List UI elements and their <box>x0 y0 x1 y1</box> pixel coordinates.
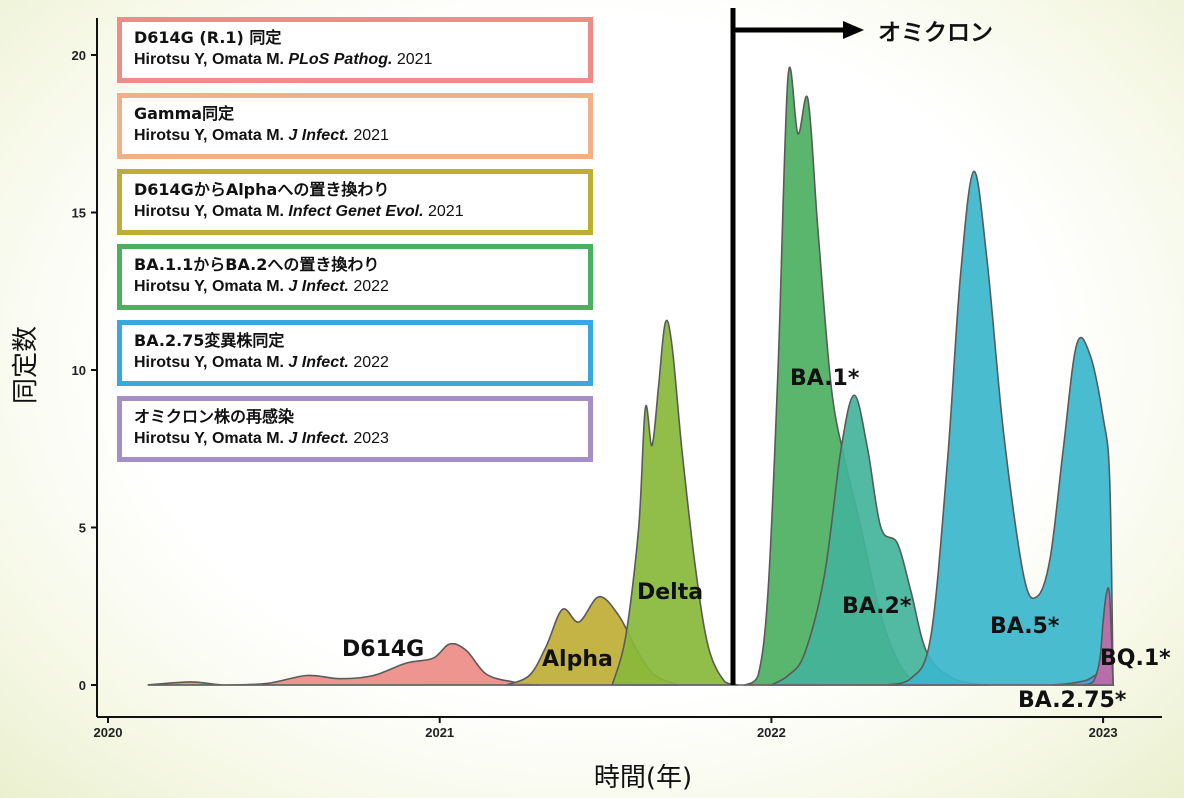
reference-journal: PLoS Pathog. <box>288 51 397 68</box>
x-tick-label: 2021 <box>425 725 454 740</box>
series-label-alpha: Alpha <box>542 647 613 672</box>
reference-citation: Hirotsu Y, Omata M. J Infect. 2021 <box>134 125 588 147</box>
y-tick-label: 10 <box>72 363 86 378</box>
reference-title: BA.2.75変異株同定 <box>134 331 285 350</box>
y-ticks: 0 5 10 15 20 <box>72 48 97 693</box>
area-layer <box>147 66 1115 686</box>
y-tick-label: 20 <box>72 48 86 63</box>
y-tick-label: 5 <box>79 521 86 536</box>
area-ba-5 <box>887 170 1114 686</box>
area-delta <box>611 319 739 686</box>
reference-authors: Hirotsu Y, Omata M. <box>134 51 289 68</box>
reference-journal: J Infect. <box>288 278 354 295</box>
x-ticks: 2020 2021 2022 2023 <box>94 717 1118 740</box>
reference-year: 2021 <box>353 127 389 144</box>
omicron-label: オミクロン <box>878 20 993 46</box>
reference-box: BA.2.75変異株同定 Hirotsu Y, Omata M. J Infect… <box>117 320 593 386</box>
x-tick-label: 2020 <box>94 725 123 740</box>
reference-citation: Hirotsu Y, Omata M. J Infect. 2022 <box>134 352 588 374</box>
area-bq-1 <box>1082 587 1114 686</box>
x-tick-label: 2022 <box>757 725 786 740</box>
reference-year: 2021 <box>396 51 433 68</box>
series-label-bq-1: BQ.1* <box>1100 646 1171 671</box>
reference-box: D614G (R.1) 同定 Hirotsu Y, Omata M. PLoS P… <box>117 17 593 83</box>
reference-citation: Hirotsu Y, Omata M. J Infect. 2023 <box>134 428 588 450</box>
reference-year: 2022 <box>353 278 389 295</box>
reference-journal: Infect Genet Evol. <box>288 203 428 220</box>
axes-layer <box>96 18 1162 718</box>
y-tick-label: 0 <box>79 678 86 693</box>
series-label-delta: Delta <box>637 580 703 605</box>
omicron-marker: オミクロン <box>730 8 993 685</box>
omicron-arrow-head <box>843 21 864 39</box>
series-labels: D614G Alpha Delta BA.1* BA.2* BA.5* BQ.1* BA.2.… <box>342 366 1171 713</box>
reference-authors: Hirotsu Y, Omata M. <box>134 127 289 144</box>
x-axis-label: 時間(年) <box>594 763 692 793</box>
series-label-ba-1: BA.1* <box>790 366 860 391</box>
series-label-ba-2: BA.2* <box>842 594 912 619</box>
reference-authors: Hirotsu Y, Omata M. <box>134 203 289 220</box>
reference-journal: J Infect. <box>288 430 354 447</box>
reference-authors: Hirotsu Y, Omata M. <box>134 278 289 295</box>
reference-year: 2023 <box>353 430 389 447</box>
reference-title: BA.1.1からBA.2への置き換わり <box>134 255 380 274</box>
x-tick-label: 2023 <box>1089 725 1118 740</box>
reference-citation: Hirotsu Y, Omata M. J Infect. 2022 <box>134 276 588 298</box>
reference-year: 2021 <box>428 203 464 220</box>
reference-citation: Hirotsu Y, Omata M. PLoS Pathog. 2021 <box>134 49 588 71</box>
reference-title: D614G (R.1) 同定 <box>134 28 282 47</box>
reference-journal: J Infect. <box>288 354 354 371</box>
reference-journal: J Infect. <box>288 127 354 144</box>
reference-authors: Hirotsu Y, Omata M. <box>134 430 289 447</box>
y-axis-label: 同定数 <box>11 326 41 404</box>
series-label-ba-5: BA.5* <box>990 614 1060 639</box>
series-label-ba-2-75: BA.2.75* <box>1018 688 1127 713</box>
reference-box: オミクロン株の再感染 Hirotsu Y, Omata M. J Infect. … <box>117 396 593 462</box>
reference-title: オミクロン株の再感染 <box>134 407 295 426</box>
reference-box: D614GからAlphaへの置き換わり Hirotsu Y, Omata M. I… <box>117 169 593 235</box>
reference-year: 2022 <box>353 354 389 371</box>
reference-title: D614GからAlphaへの置き換わり <box>134 180 390 199</box>
y-tick-label: 15 <box>72 206 86 221</box>
reference-box: Gamma同定 Hirotsu Y, Omata M. J Infect. 202… <box>117 93 593 159</box>
reference-authors: Hirotsu Y, Omata M. <box>134 354 289 371</box>
series-label-d614g: D614G <box>342 637 424 662</box>
reference-citation: Hirotsu Y, Omata M. Infect Genet Evol. 2… <box>134 201 588 223</box>
reference-title: Gamma同定 <box>134 104 235 123</box>
reference-box: BA.1.1からBA.2への置き換わり Hirotsu Y, Omata M. J… <box>117 244 593 310</box>
